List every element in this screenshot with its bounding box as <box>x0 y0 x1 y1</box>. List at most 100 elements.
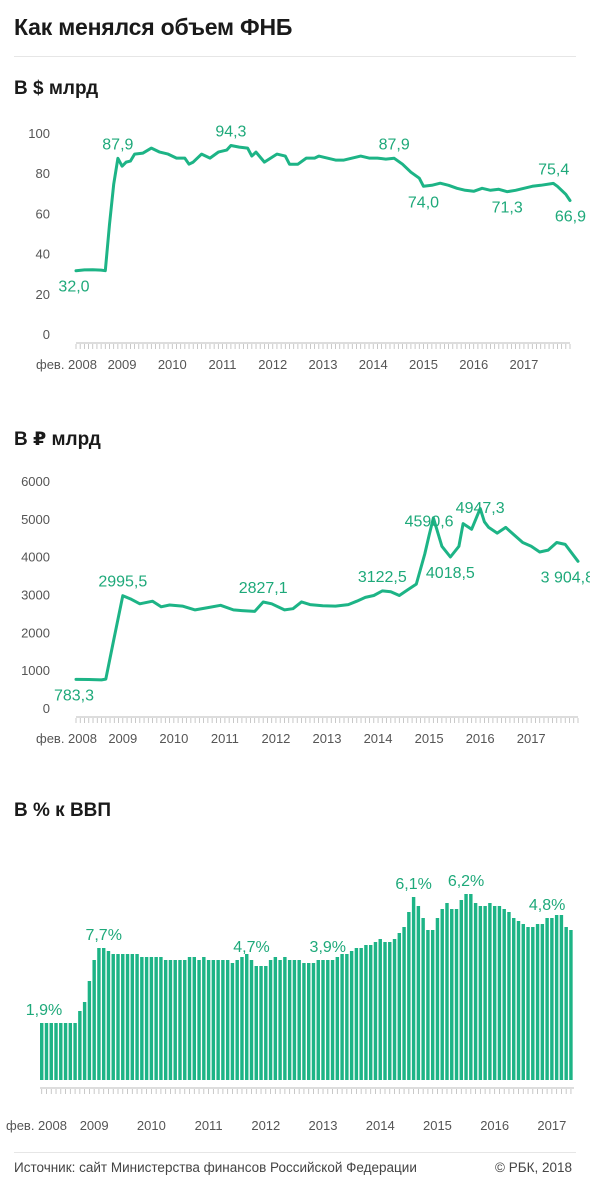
series-line <box>74 144 572 273</box>
bar <box>545 918 549 1080</box>
data-label: 4947,3 <box>456 500 505 517</box>
bar <box>349 951 354 1080</box>
data-label: 3 904,8 <box>541 569 590 586</box>
bar <box>92 960 96 1080</box>
bar <box>149 957 154 1080</box>
y-tick-label: 6000 <box>21 474 50 489</box>
y-tick-label: 2000 <box>21 625 50 640</box>
bar <box>368 945 373 1080</box>
x-tick-label: 2015 <box>415 731 444 746</box>
data-label: 4,8% <box>529 897 565 914</box>
bar <box>445 903 449 1080</box>
bar <box>440 909 444 1080</box>
x-tick-label: 2010 <box>137 1118 166 1133</box>
y-tick-label: 5000 <box>21 512 50 527</box>
bar <box>330 960 335 1080</box>
bar <box>264 966 268 1080</box>
bar <box>87 981 92 1080</box>
data-label: 3,9% <box>310 939 346 956</box>
bar <box>402 927 406 1080</box>
bar <box>73 1023 77 1080</box>
bar <box>130 954 135 1080</box>
x-tick-label: 2012 <box>251 1118 280 1133</box>
bar <box>483 906 487 1080</box>
x-tick-label: 2015 <box>423 1118 452 1133</box>
series-line <box>74 507 580 682</box>
bar <box>97 948 101 1080</box>
bar <box>464 894 468 1080</box>
x-tick-label: 2014 <box>364 731 393 746</box>
bar <box>101 948 106 1080</box>
bar <box>416 906 421 1080</box>
bar <box>316 960 320 1080</box>
bar <box>564 927 568 1080</box>
bar <box>326 960 330 1080</box>
bar <box>225 960 230 1080</box>
bar <box>292 960 297 1080</box>
bar <box>540 924 545 1080</box>
y-tick-label: 20 <box>36 287 50 302</box>
rub-chart-title: В ₽ млрд <box>14 429 101 450</box>
data-label: 75,4 <box>538 161 569 178</box>
bar <box>435 918 440 1080</box>
x-tick-label: 2012 <box>261 731 290 746</box>
bar <box>426 930 430 1080</box>
bar <box>512 918 516 1080</box>
page-title: Как менялся объем ФНБ <box>14 14 293 40</box>
bar <box>307 963 311 1080</box>
bar <box>373 942 378 1080</box>
bar <box>254 966 258 1080</box>
bar <box>407 912 411 1080</box>
bar <box>187 957 192 1080</box>
data-label: 87,9 <box>379 136 410 153</box>
bar <box>287 960 292 1080</box>
bar <box>216 960 220 1080</box>
bar <box>59 1023 63 1080</box>
bar <box>135 954 139 1080</box>
x-tick-label: 2009 <box>108 357 137 372</box>
usd-line-chart: 0 20 40 60 80 100 фев. 2008 2009 2010 2011 2012 201… <box>28 123 586 372</box>
x-tick-label: фев. 2008 <box>36 357 97 372</box>
bar <box>68 1023 73 1080</box>
bar <box>378 939 382 1080</box>
bar <box>125 954 130 1080</box>
bar <box>183 960 187 1080</box>
usd-chart-title: В $ млрд <box>14 78 99 99</box>
data-label: 2995,5 <box>98 574 147 591</box>
bar <box>507 912 511 1080</box>
bar <box>245 954 249 1080</box>
x-tick-label: 2017 <box>509 357 538 372</box>
bar <box>78 1011 82 1080</box>
bar <box>235 960 239 1080</box>
x-tick-label: 2016 <box>459 357 488 372</box>
data-label: 32,0 <box>58 279 89 296</box>
bar <box>488 903 492 1080</box>
bar <box>44 1023 49 1080</box>
data-label: 783,3 <box>54 687 94 704</box>
data-label: 6,1% <box>395 876 431 893</box>
bar <box>383 942 387 1080</box>
bar <box>359 948 363 1080</box>
bar <box>492 906 497 1080</box>
bar <box>259 966 263 1080</box>
y-tick-label: 100 <box>28 126 50 141</box>
bar <box>206 960 211 1080</box>
y-tick-label: 4000 <box>21 550 50 565</box>
x-tick-label: 2014 <box>366 1118 395 1133</box>
x-tick-label: 2011 <box>195 1118 223 1133</box>
data-label: 71,3 <box>492 200 523 217</box>
gdp-bar-chart: фев. 2008 2009 2010 2011 2012 2013 2014 2015 201… <box>6 873 574 1133</box>
x-tick-label: 2013 <box>309 357 338 372</box>
x-tick-label: 2012 <box>258 357 287 372</box>
x-tick-label: 2009 <box>80 1118 109 1133</box>
y-tick-label: 1000 <box>21 663 50 678</box>
bar <box>211 960 216 1080</box>
bar <box>569 930 573 1080</box>
data-label: 2827,1 <box>239 580 288 597</box>
x-tick-label: 2013 <box>313 731 342 746</box>
bar <box>140 957 144 1080</box>
bar <box>202 957 206 1080</box>
bar <box>268 960 273 1080</box>
y-tick-label: 0 <box>43 701 50 716</box>
y-tick-label: 3000 <box>21 588 50 603</box>
